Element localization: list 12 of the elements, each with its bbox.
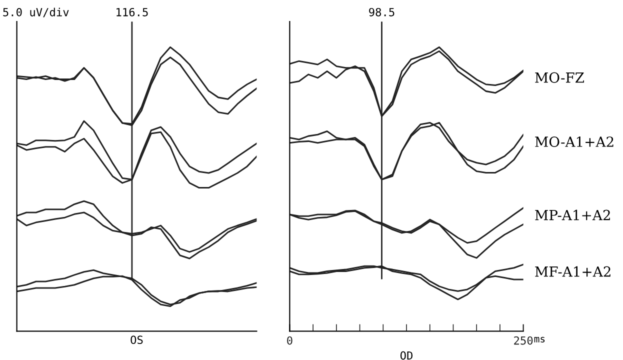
x-axis-title: OS [130, 336, 143, 344]
text: 116.5 [116, 8, 148, 16]
series-label: MP-A1+A2 [535, 210, 610, 220]
x-tick-label: 250 [514, 336, 533, 345]
x-tick-label: 0 [287, 336, 292, 345]
text: ms [534, 336, 545, 342]
series-label: MF-A1+A2 [535, 266, 610, 277]
text: 5.0 uV/div [3, 8, 69, 18]
series-label: MO-FZ [535, 72, 584, 83]
series-label: MO-A1+A2 [535, 136, 614, 148]
ref-line-label: 98.5 [369, 8, 394, 16]
x-axis-title: OD [400, 351, 413, 360]
